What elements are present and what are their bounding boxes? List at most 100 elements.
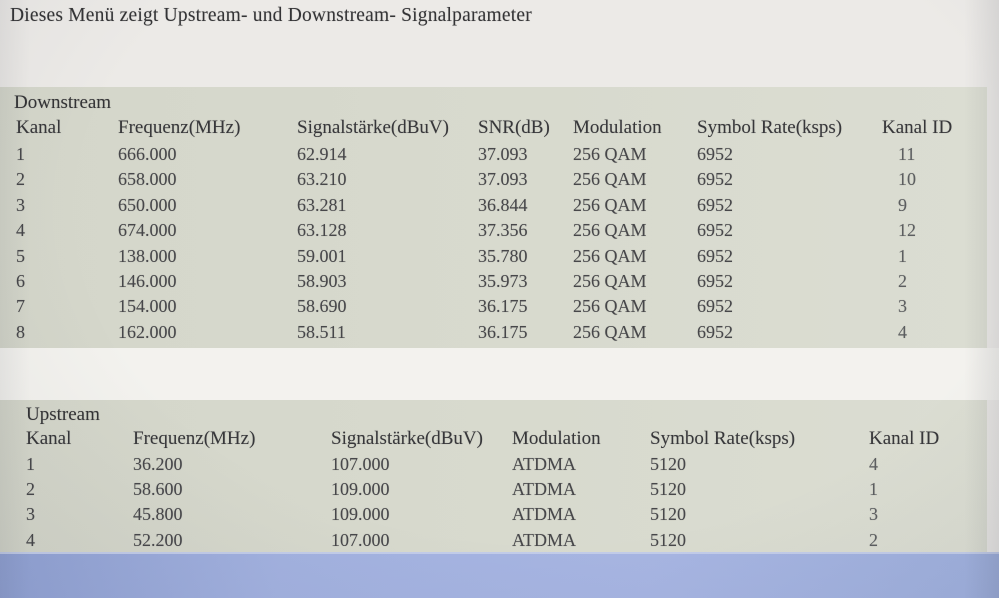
- upstream-cell: 4: [869, 454, 878, 474]
- downstream-cell: 63.128: [297, 220, 347, 241]
- downstream-cell: 36.175: [478, 296, 528, 317]
- downstream-cell: 1: [898, 245, 907, 266]
- upstream-column-header-4: Symbol Rate(ksps): [650, 428, 796, 449]
- downstream-cell: 1: [16, 144, 25, 164]
- downstream-cell: 63.281: [297, 194, 347, 215]
- downstream-column-header-4: Modulation: [573, 117, 662, 138]
- downstream-cell: 658.000: [118, 169, 177, 190]
- downstream-cell: 6952: [697, 194, 733, 215]
- downstream-table-row: 1 666.000 62.914 37.093 256 QAM 6952 11: [0, 142, 987, 167]
- downstream-cell: 146.000: [118, 271, 177, 292]
- downstream-cell: 154.000: [118, 296, 177, 317]
- downstream-cell: 12: [898, 220, 916, 241]
- downstream-cell: 59.001: [297, 245, 347, 266]
- downstream-cell: 6952: [697, 220, 733, 241]
- downstream-cell: 650.000: [118, 194, 177, 215]
- downstream-cell: 58.903: [297, 271, 347, 292]
- upstream-cell: 109.000: [331, 479, 390, 500]
- page-title: Dieses Menü zeigt Upstream- und Downstre…: [10, 5, 532, 26]
- upstream-column-header-5: Kanal ID: [869, 428, 940, 449]
- downstream-table-row: 3 650.000 63.281 36.844 256 QAM 6952 9: [0, 193, 987, 218]
- downstream-cell: 37.093: [478, 144, 528, 164]
- upstream-cell: 109.000: [331, 504, 390, 525]
- downstream-section-label: Downstream: [14, 92, 112, 113]
- downstream-cell: 8: [16, 321, 25, 342]
- downstream-cell: 256 QAM: [573, 271, 647, 292]
- downstream-cell: 4: [898, 321, 907, 342]
- upstream-table: Kanal Frequenz(MHz) Signalstärke(dBuV) Modu…: [0, 426, 987, 552]
- upstream-cell: 5120: [650, 454, 686, 474]
- upstream-cell: 107.000: [331, 529, 390, 550]
- downstream-cell: 256 QAM: [573, 296, 647, 317]
- downstream-column-header-1: Frequenz(MHz): [118, 117, 241, 138]
- downstream-cell: 256 QAM: [573, 245, 647, 266]
- downstream-cell: 35.780: [478, 245, 528, 266]
- downstream-table-row: 8 162.000 58.511 36.175 256 QAM 6952 4: [0, 320, 987, 345]
- downstream-header-row: Kanal Frequenz(MHz) Signalstärke(dBuV) SNR(…: [0, 114, 987, 142]
- downstream-table-row: 6 146.000 58.903 35.973 256 QAM 6952 2: [0, 269, 987, 294]
- section-divider: [0, 348, 999, 400]
- upstream-panel: Upstream Kanal Frequenz(MHz) Signalstärke(…: [0, 400, 987, 552]
- downstream-table-row: 5 138.000 59.001 35.780 256 QAM 6952 1: [0, 244, 987, 269]
- downstream-cell: 36.175: [478, 321, 528, 342]
- upstream-table-row: 1 36.200 107.000 ATDMA 5120 4: [0, 452, 987, 477]
- downstream-cell: 6952: [697, 271, 733, 292]
- upstream-cell: 52.200: [133, 529, 183, 550]
- downstream-cell: 11: [898, 144, 916, 164]
- downstream-cell: 256 QAM: [573, 144, 647, 164]
- downstream-cell: 138.000: [118, 245, 177, 266]
- downstream-panel: Downstream Kanal Frequenz(MHz) Signalstärk…: [0, 87, 987, 348]
- downstream-cell: 58.511: [297, 321, 346, 342]
- upstream-cell: 5120: [650, 504, 686, 525]
- upstream-table-row: 2 58.600 109.000 ATDMA 5120 1: [0, 477, 987, 502]
- downstream-cell: 6952: [697, 296, 733, 317]
- upstream-table-row: 3 45.800 109.000 ATDMA 5120 3: [0, 502, 987, 527]
- downstream-cell: 256 QAM: [573, 194, 647, 215]
- upstream-cell: 2: [26, 479, 35, 500]
- downstream-cell: 256 QAM: [573, 169, 647, 190]
- downstream-cell: 6952: [697, 144, 733, 164]
- upstream-cell: 3: [869, 504, 878, 525]
- downstream-column-header-5: Symbol Rate(ksps): [697, 117, 843, 138]
- downstream-cell: 62.914: [297, 144, 347, 164]
- downstream-cell: 3: [16, 194, 25, 215]
- downstream-cell: 2: [898, 271, 907, 292]
- downstream-cell: 37.356: [478, 220, 528, 241]
- downstream-cell: 63.210: [297, 169, 347, 190]
- downstream-cell: 35.973: [478, 271, 528, 292]
- upstream-cell: ATDMA: [512, 529, 577, 550]
- downstream-cell: 162.000: [118, 321, 177, 342]
- upstream-column-header-2: Signalstärke(dBuV): [331, 428, 483, 449]
- downstream-column-header-0: Kanal: [16, 117, 62, 138]
- upstream-cell: 3: [26, 504, 35, 525]
- upstream-cell: 1: [869, 479, 878, 500]
- upstream-cell: ATDMA: [512, 454, 577, 474]
- upstream-cell: 5120: [650, 529, 686, 550]
- downstream-column-header-2: Signalstärke(dBuV): [297, 117, 449, 138]
- upstream-cell: 2: [869, 529, 878, 550]
- upstream-cell: 4: [26, 529, 35, 550]
- downstream-cell: 9: [898, 194, 907, 215]
- upstream-cell: 5120: [650, 479, 686, 500]
- upstream-header-row: Kanal Frequenz(MHz) Signalstärke(dBuV) Modu…: [0, 426, 987, 452]
- downstream-cell: 10: [898, 169, 916, 190]
- downstream-cell: 2: [16, 169, 25, 190]
- downstream-cell: 7: [16, 296, 25, 317]
- downstream-cell: 256 QAM: [573, 321, 647, 342]
- upstream-cell: 58.600: [133, 479, 183, 500]
- upstream-table-row: 4 52.200 107.000 ATDMA 5120 2: [0, 528, 987, 552]
- downstream-cell: 6952: [697, 169, 733, 190]
- downstream-cell: 674.000: [118, 220, 177, 241]
- downstream-cell: 6952: [697, 245, 733, 266]
- downstream-cell: 256 QAM: [573, 220, 647, 241]
- downstream-table-row: 7 154.000 58.690 36.175 256 QAM 6952 3: [0, 294, 987, 319]
- upstream-column-header-3: Modulation: [512, 428, 601, 449]
- upstream-column-header-0: Kanal: [26, 428, 72, 449]
- downstream-table-row: 4 674.000 63.128 37.356 256 QAM 6952 12: [0, 218, 987, 243]
- downstream-cell: 5: [16, 245, 25, 266]
- downstream-table: Kanal Frequenz(MHz) Signalstärke(dBuV) SNR(…: [0, 114, 987, 345]
- upstream-cell: 36.200: [133, 454, 183, 474]
- upstream-cell: 1: [26, 454, 35, 474]
- downstream-cell: 3: [898, 296, 907, 317]
